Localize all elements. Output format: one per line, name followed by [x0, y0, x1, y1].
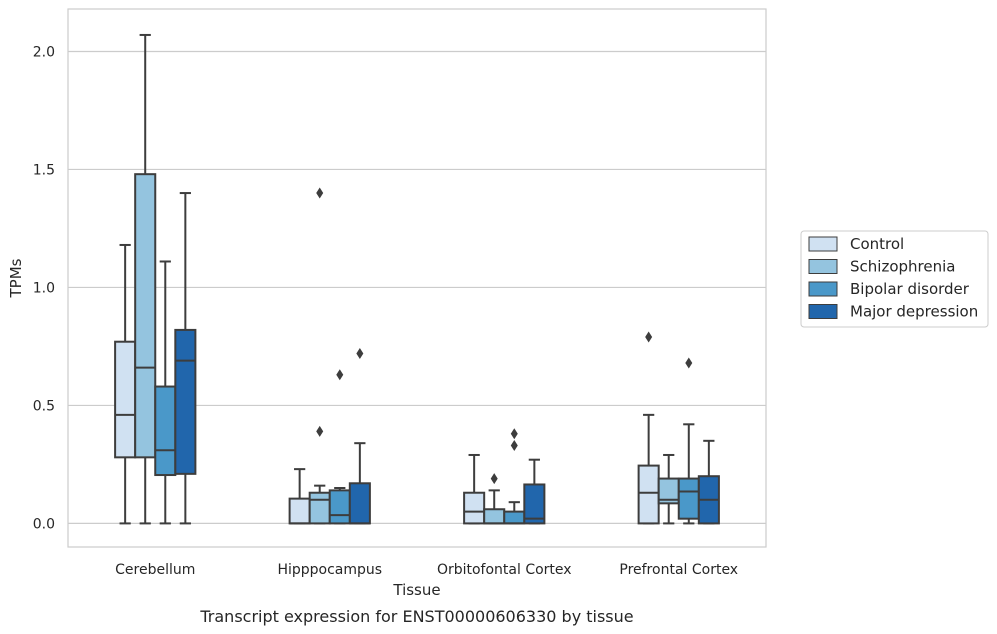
y-tick-label: 2.0	[33, 44, 55, 60]
box-iqr	[677, 477, 700, 520]
box-iqr	[154, 385, 177, 477]
box-iqr	[348, 482, 371, 525]
legend-frame	[800, 230, 989, 328]
box-iqr	[308, 491, 331, 525]
box-schizophrenia	[657, 453, 680, 525]
box-bipolar-disorder	[154, 260, 177, 525]
box-bipolar-disorder	[328, 369, 351, 525]
box-bipolar-disorder	[503, 428, 526, 525]
y-tick-label: 1.5	[33, 162, 55, 178]
box-major-depression	[697, 439, 720, 525]
legend-label: Bipolar disorder	[850, 280, 970, 298]
y-tick-label: 1.0	[33, 280, 55, 296]
legend-label: Schizophrenia	[850, 258, 955, 276]
box-major-depression	[348, 348, 371, 525]
y-tick-label: 0.5	[33, 398, 55, 414]
box-iqr	[503, 510, 526, 525]
box-groups	[114, 33, 720, 525]
legend-label: Major depression	[850, 303, 978, 321]
legend-swatch	[808, 281, 838, 297]
plot-frame	[67, 8, 767, 548]
outlier-point	[336, 369, 344, 381]
legend-swatch	[808, 304, 838, 319]
box-iqr	[114, 340, 137, 459]
box-control	[288, 468, 311, 525]
y-axis-label: TPMs	[7, 258, 25, 298]
box-schizophrenia	[134, 33, 157, 525]
x-tick-label: Cerebellum	[115, 562, 195, 578]
y-tick-label: 0.0	[33, 516, 55, 532]
x-tick-label: Hipppocampus	[277, 562, 382, 578]
box-iqr	[637, 464, 660, 525]
box-iqr	[134, 173, 157, 459]
x-tick-label: Orbitofontal Cortex	[437, 562, 572, 578]
box-control	[114, 243, 137, 525]
box-iqr	[483, 508, 506, 525]
legend: Control Schizophrenia Bipolar disorder Majo…	[800, 230, 989, 328]
box-iqr	[523, 483, 546, 525]
box-control	[637, 331, 660, 525]
box-major-depression	[523, 458, 546, 525]
outlier-point	[645, 331, 653, 343]
box-iqr	[463, 491, 486, 525]
x-tick-labels: Cerebellum Hipppocampus Orbitofontal Corte…	[115, 562, 738, 578]
box-schizophrenia	[483, 473, 506, 525]
legend-swatch	[808, 236, 838, 252]
outlier-point	[490, 473, 498, 485]
box-iqr	[174, 328, 197, 475]
box-control	[463, 453, 486, 525]
chart-title: Transcript expression for ENST0000060633…	[199, 607, 633, 626]
outlier-point	[685, 357, 693, 369]
outlier-point	[510, 440, 518, 452]
box-schizophrenia	[308, 187, 331, 525]
y-tick-labels: 0.0 0.5 1.0 1.5 2.0	[33, 44, 55, 532]
outlier-point	[316, 425, 324, 437]
outlier-point	[316, 187, 324, 199]
x-axis-label: Tissue	[392, 581, 440, 599]
outlier-point	[356, 348, 364, 360]
outlier-point	[510, 428, 518, 440]
x-tick-label: Prefrontal Cortex	[619, 562, 738, 578]
legend-label: Control	[850, 235, 904, 253]
box-iqr	[328, 489, 351, 525]
box-major-depression	[174, 192, 197, 525]
box-bipolar-disorder	[677, 357, 700, 525]
legend-swatch	[808, 259, 838, 274]
box-iqr	[288, 497, 311, 525]
